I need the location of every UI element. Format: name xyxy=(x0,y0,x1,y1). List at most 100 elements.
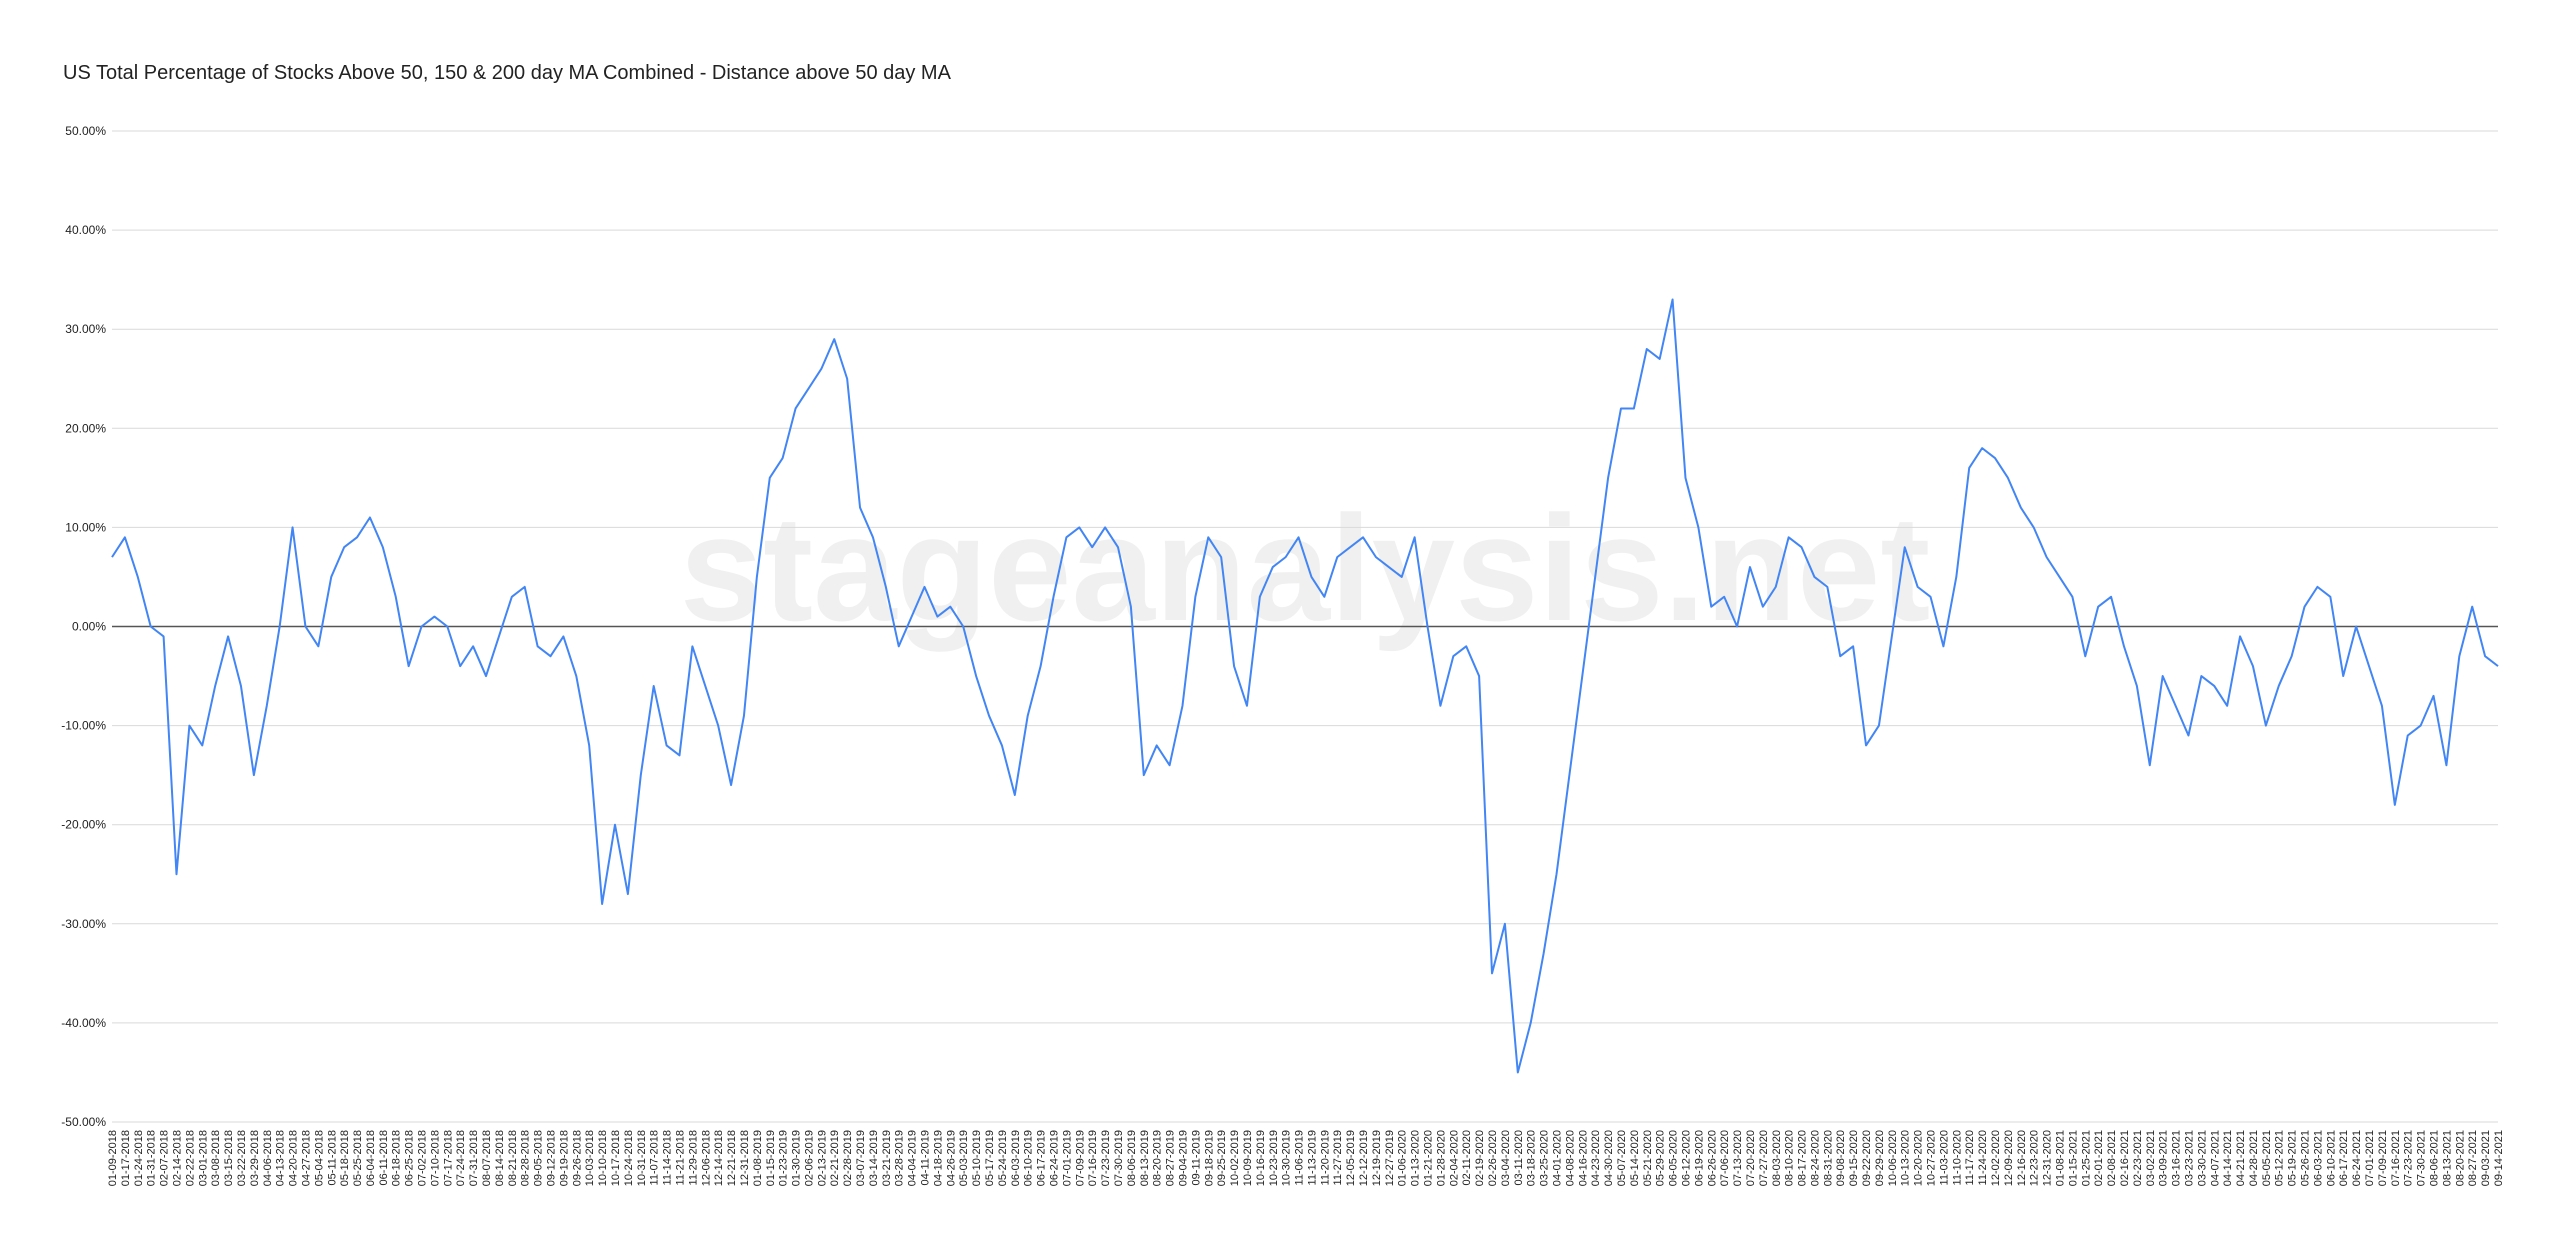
x-tick-label: 01-13-2020 xyxy=(1410,1130,1422,1186)
x-tick-label: 12-23-2020 xyxy=(2029,1130,2041,1186)
x-tick-label: 10-17-2018 xyxy=(610,1130,622,1186)
x-tick-label: 11-13-2019 xyxy=(1306,1130,1318,1185)
x-tick-label: 07-20-2020 xyxy=(1745,1130,1757,1186)
x-tick-label: 08-10-2020 xyxy=(1784,1130,1796,1186)
x-tick-label: 05-14-2020 xyxy=(1629,1130,1641,1186)
x-tick-label: 02-21-2019 xyxy=(829,1130,841,1186)
x-tick-label: 04-28-2021 xyxy=(2248,1130,2260,1186)
x-tick-label: 02-13-2019 xyxy=(816,1130,828,1186)
x-tick-label: 01-30-2019 xyxy=(791,1130,803,1186)
x-tick-label: 03-15-2018 xyxy=(223,1130,235,1186)
x-tick-label: 05-17-2019 xyxy=(984,1130,996,1186)
x-tick-label: 11-21-2018 xyxy=(674,1130,686,1185)
x-tick-label: 10-09-2019 xyxy=(1242,1130,1254,1186)
x-tick-label: 01-08-2019 xyxy=(752,1130,764,1186)
x-tick-label: 05-24-2019 xyxy=(997,1130,1009,1186)
x-tick-label: 12-21-2018 xyxy=(726,1130,738,1186)
x-tick-label: 06-26-2020 xyxy=(1706,1130,1718,1186)
x-tick-label: 08-20-2019 xyxy=(1152,1130,1164,1186)
x-tick-label: 12-19-2019 xyxy=(1371,1130,1383,1186)
x-tick-label: 09-05-2018 xyxy=(533,1130,545,1186)
x-tick-label: 01-31-2018 xyxy=(146,1130,158,1186)
x-tick-label: 12-02-2020 xyxy=(1990,1130,2002,1186)
x-tick-label: 06-17-2019 xyxy=(1036,1130,1048,1186)
x-tick-label: 03-18-2020 xyxy=(1526,1130,1538,1186)
x-tick-label: 04-04-2019 xyxy=(907,1130,919,1186)
x-tick-label: 12-16-2020 xyxy=(2016,1130,2028,1186)
x-tick-label: 01-06-2020 xyxy=(1397,1130,1409,1186)
x-tick-label: 03-01-2018 xyxy=(197,1130,209,1186)
y-tick-label: 40.00% xyxy=(65,223,106,237)
x-tick-label: 04-27-2018 xyxy=(300,1130,312,1186)
y-tick-label: -40.00% xyxy=(61,1016,106,1030)
x-tick-label: 11-17-2020 xyxy=(1964,1130,1976,1185)
x-tick-label: 08-31-2020 xyxy=(1822,1130,1834,1186)
x-tick-label: 06-17-2021 xyxy=(2338,1130,2350,1186)
x-tick-label: 05-18-2018 xyxy=(339,1130,351,1186)
x-tick-label: 07-01-2019 xyxy=(1061,1130,1073,1186)
x-tick-label: 07-27-2020 xyxy=(1758,1130,1770,1186)
x-tick-label: 02-08-2021 xyxy=(2106,1130,2118,1186)
x-tick-label: 02-26-2020 xyxy=(1487,1130,1499,1186)
x-tick-label: 01-08-2021 xyxy=(2054,1130,2066,1186)
x-tick-label: 07-31-2018 xyxy=(468,1130,480,1186)
x-tick-label: 03-29-2018 xyxy=(249,1130,261,1186)
x-tick-label: 07-16-2021 xyxy=(2390,1130,2402,1186)
x-tick-label: 02-06-2019 xyxy=(803,1130,815,1186)
x-tick-label: 09-25-2019 xyxy=(1216,1130,1228,1186)
x-tick-label: 08-06-2021 xyxy=(2429,1130,2441,1186)
x-tick-label: 04-21-2021 xyxy=(2235,1130,2247,1186)
x-tick-label: 09-12-2018 xyxy=(546,1130,558,1186)
x-tick-label: 02-19-2020 xyxy=(1474,1130,1486,1186)
x-tick-label: 07-17-2018 xyxy=(442,1130,454,1186)
x-tick-label: 10-13-2020 xyxy=(1900,1130,1912,1186)
x-tick-label: 01-23-2019 xyxy=(778,1130,790,1186)
x-tick-label: 06-04-2018 xyxy=(365,1130,377,1186)
x-tick-label: 06-03-2021 xyxy=(2312,1130,2324,1186)
x-tick-label: 12-31-2018 xyxy=(739,1130,751,1186)
x-tick-label: 08-27-2019 xyxy=(1165,1130,1177,1186)
x-tick-label: 04-23-2020 xyxy=(1590,1130,1602,1186)
x-tick-label: 08-27-2021 xyxy=(2467,1130,2479,1186)
x-tick-label: 05-12-2021 xyxy=(2274,1130,2286,1186)
y-tick-label: 10.00% xyxy=(65,520,106,534)
x-tick-label: 07-30-2019 xyxy=(1113,1130,1125,1186)
x-tick-label: 06-10-2021 xyxy=(2325,1130,2337,1186)
x-tick-label: 11-14-2018 xyxy=(662,1130,674,1185)
x-tick-label: 02-14-2018 xyxy=(171,1130,183,1186)
x-tick-label: 08-14-2018 xyxy=(494,1130,506,1186)
x-tick-label: 07-02-2018 xyxy=(417,1130,429,1186)
x-tick-label: 09-26-2018 xyxy=(571,1130,583,1186)
x-tick-label: 09-15-2020 xyxy=(1848,1130,1860,1186)
x-tick-label: 10-06-2020 xyxy=(1887,1130,1899,1186)
x-tick-label: 02-11-2020 xyxy=(1461,1130,1473,1185)
x-tick-label: 04-20-2018 xyxy=(288,1130,300,1186)
x-tick-label: 03-09-2021 xyxy=(2158,1130,2170,1186)
x-tick-label: 08-20-2021 xyxy=(2454,1130,2466,1186)
x-tick-label: 12-12-2019 xyxy=(1358,1130,1370,1186)
x-tick-label: 10-24-2018 xyxy=(623,1130,635,1186)
x-tick-label: 07-30-2021 xyxy=(2416,1130,2428,1186)
x-tick-label: 02-04-2020 xyxy=(1448,1130,1460,1186)
x-tick-label: 03-21-2019 xyxy=(881,1130,893,1186)
x-tick-label: 12-14-2018 xyxy=(713,1130,725,1186)
x-tick-label: 02-23-2021 xyxy=(2132,1130,2144,1186)
x-tick-label: 04-30-2020 xyxy=(1603,1130,1615,1186)
x-tick-label: 07-09-2021 xyxy=(2377,1130,2389,1186)
x-tick-label: 02-22-2018 xyxy=(184,1130,196,1186)
x-tick-label: 04-01-2020 xyxy=(1551,1130,1563,1186)
x-tick-label: 02-07-2018 xyxy=(159,1130,171,1186)
x-tick-label: 08-17-2020 xyxy=(1797,1130,1809,1186)
x-tick-label: 03-07-2019 xyxy=(855,1130,867,1186)
x-tick-label: 01-15-2021 xyxy=(2067,1130,2079,1186)
x-tick-label: 08-13-2021 xyxy=(2441,1130,2453,1186)
x-tick-label: 12-05-2019 xyxy=(1345,1130,1357,1186)
x-tick-label: 05-19-2021 xyxy=(2287,1130,2299,1186)
x-tick-label: 01-09-2018 xyxy=(107,1130,119,1186)
x-tick-label: 07-23-2019 xyxy=(1100,1130,1112,1186)
x-tick-label: 03-14-2019 xyxy=(868,1130,880,1186)
x-tick-label: 05-25-2018 xyxy=(352,1130,364,1186)
x-tick-label: 04-08-2020 xyxy=(1564,1130,1576,1186)
x-tick-label: 06-12-2020 xyxy=(1680,1130,1692,1186)
